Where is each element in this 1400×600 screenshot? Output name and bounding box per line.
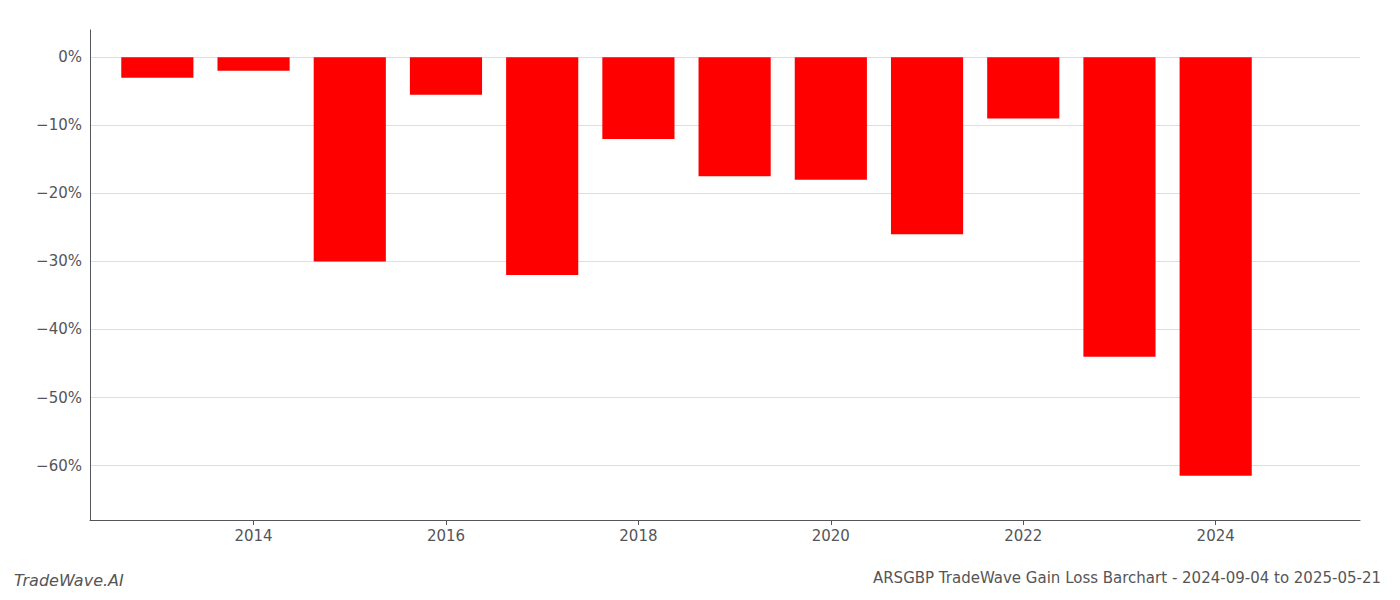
svg-text:−50%: −50% — [36, 389, 82, 407]
svg-text:0%: 0% — [58, 48, 82, 66]
svg-text:−20%: −20% — [36, 184, 82, 202]
svg-text:−10%: −10% — [36, 116, 82, 134]
svg-text:ARSGBP TradeWave Gain Loss Bar: ARSGBP TradeWave Gain Loss Barchart - 20… — [873, 569, 1381, 587]
svg-text:2018: 2018 — [619, 527, 657, 545]
svg-text:2016: 2016 — [427, 527, 465, 545]
svg-text:2022: 2022 — [1004, 527, 1042, 545]
svg-text:2014: 2014 — [234, 527, 272, 545]
svg-text:−30%: −30% — [36, 252, 82, 270]
svg-text:−40%: −40% — [36, 320, 82, 338]
svg-text:−60%: −60% — [36, 457, 82, 475]
svg-text:2020: 2020 — [812, 527, 850, 545]
svg-text:2024: 2024 — [1197, 527, 1235, 545]
svg-text:TradeWave.AI: TradeWave.AI — [14, 571, 124, 590]
